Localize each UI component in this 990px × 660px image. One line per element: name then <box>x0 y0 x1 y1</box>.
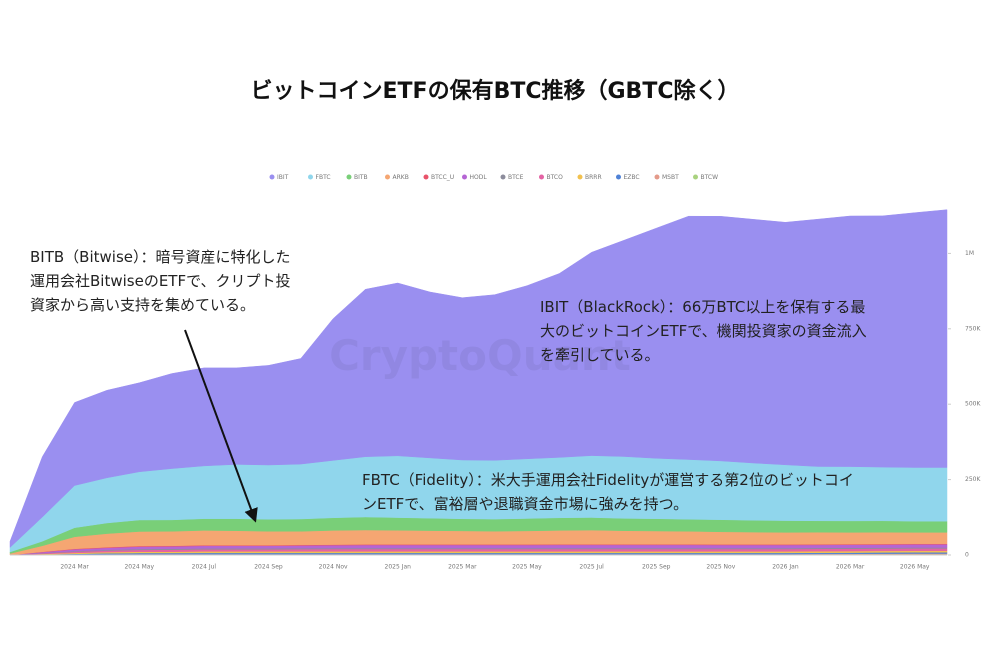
legend-swatch <box>500 174 506 180</box>
x-tick-label: 2024 Sep <box>254 564 283 571</box>
legend-swatch <box>616 174 621 180</box>
legend-label: BITB <box>354 174 368 181</box>
annotation-text: ンETFで、富裕層や退職資金市場に強みを持つ。 <box>362 495 688 513</box>
annotations: BITB（Bitwise）：暗号資産に特化した運用会社BitwiseのETFで、… <box>30 248 867 523</box>
x-tick-label: 2025 Sep <box>642 564 671 571</box>
annotation-text: IBIT（BlackRock）：66万BTC以上を保有する最 <box>540 298 865 316</box>
legend-label: BRRR <box>585 174 602 181</box>
legend-swatch <box>693 174 698 180</box>
legend-swatch <box>269 174 275 180</box>
chart-title: ビットコインETFの保有BTC推移（GBTC除く） <box>251 78 740 104</box>
x-tick-label: 2026 May <box>900 564 930 571</box>
x-tick-label: 2024 Jul <box>192 564 217 571</box>
x-tick-label: 2025 Jan <box>385 564 412 571</box>
legend-label: BTCE <box>508 174 524 181</box>
legend-label: IBIT <box>277 174 289 181</box>
legend-label: ARKB <box>393 174 409 181</box>
legend-label: BTCW <box>701 174 719 181</box>
annotation-text: を牽引している。 <box>540 346 660 364</box>
x-tick-label: 2026 Mar <box>836 564 865 571</box>
legend-label: EZBC <box>624 174 640 181</box>
annotation-text: 資家から高い支持を集めている。 <box>30 296 255 314</box>
y-tick-label: 1M <box>965 250 974 257</box>
x-tick-label: 2026 Jan <box>772 564 799 571</box>
annotation-text: BITB（Bitwise）：暗号資産に特化した <box>30 248 291 266</box>
legend-label: HODL <box>470 174 488 181</box>
legend-label: MSBT <box>662 174 679 181</box>
y-tick-label: 500K <box>965 401 981 408</box>
x-tick-label: 2025 Jul <box>579 564 604 571</box>
y-tick-label: 750K <box>965 325 981 332</box>
x-tick-label: 2024 Mar <box>60 564 89 571</box>
watermark: CryptoQuant <box>329 331 631 380</box>
x-tick-label: 2025 Nov <box>706 564 735 571</box>
x-tick-label: 2024 Nov <box>319 564 348 571</box>
legend-swatch <box>654 174 660 180</box>
plot-area: 2024 Mar 2024 May 2024 Jul 2024 Sep 2024 Nov… <box>9 174 981 571</box>
area <box>9 209 948 549</box>
legend-swatch <box>385 174 390 180</box>
legend-label: BTCO <box>547 174 564 181</box>
x-tick-label: 2025 Mar <box>448 564 477 571</box>
legend-label: FBTC <box>316 174 331 181</box>
legend-label: BTCC_U <box>431 174 454 181</box>
y-tick-label: 0 <box>965 552 969 559</box>
legend-swatch <box>308 174 313 180</box>
x-tick-label: 2024 May <box>124 564 154 571</box>
legend-swatch <box>346 174 352 180</box>
legend-swatch <box>577 174 583 180</box>
annotation-text: FBTC（Fidelity）：米大手運用会社Fidelityが運営する第2位のビ… <box>362 471 854 489</box>
legend-swatch <box>539 174 544 180</box>
legend-swatch <box>423 174 429 180</box>
x-tick-label: 2025 May <box>512 564 542 571</box>
annotation-text: 大のビットコインETFで、機関投資家の資金流入 <box>540 322 867 340</box>
annotation-text: 運用会社BitwiseのETFで、クリプト投 <box>30 272 291 290</box>
y-tick-label: 250K <box>965 476 981 483</box>
legend-swatch <box>462 174 467 180</box>
annotation-arrow <box>184 329 258 523</box>
